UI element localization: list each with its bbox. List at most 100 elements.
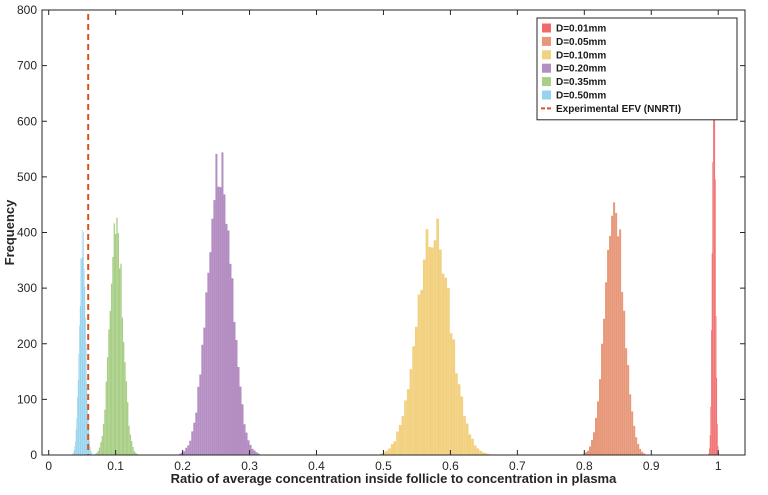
x-tick-label: 0.5 (375, 459, 392, 473)
histogram-bar (398, 424, 402, 455)
histogram-bar (86, 383, 88, 455)
series-D=0.35mm (94, 217, 138, 455)
histogram-bar (91, 453, 93, 455)
histogram-bar (83, 232, 84, 455)
legend-item: D=0.01mm (542, 23, 606, 35)
histogram-bar (219, 187, 222, 456)
histogram-bar (87, 405, 88, 455)
histogram-bar (77, 397, 78, 455)
y-tick-label: 800 (17, 3, 37, 17)
histogram-bar (89, 440, 90, 455)
histogram-bar (217, 186, 220, 456)
histogram-bar (476, 448, 480, 455)
histogram-bar (85, 317, 86, 455)
histogram-bar (639, 448, 642, 455)
x-tick-label: 0.4 (308, 459, 325, 473)
histogram-bar (481, 452, 485, 455)
histogram-bar (425, 229, 429, 455)
histogram-bar (100, 442, 102, 455)
legend-swatch (542, 36, 551, 46)
histogram-bar (88, 430, 90, 455)
legend-swatch (542, 50, 551, 60)
histogram-bar (223, 194, 226, 455)
histogram-bar (249, 444, 252, 455)
histogram-bar (89, 446, 91, 455)
histogram-bar (255, 452, 258, 455)
histogram-bar (428, 246, 431, 455)
histogram-bar (187, 445, 190, 455)
histogram-bar (589, 446, 592, 455)
histogram-bar (109, 310, 111, 455)
histogram-bar (215, 153, 218, 455)
histogram-bar (713, 58, 714, 455)
histogram-bar (619, 229, 622, 455)
histogram-bar (617, 236, 620, 455)
histogram-bar (113, 223, 115, 455)
x-tick-label: 0.9 (643, 459, 660, 473)
histogram-bar (460, 396, 464, 455)
histogram-bar (195, 412, 198, 455)
histogram-bar (717, 424, 718, 455)
legend-box (536, 17, 738, 121)
histogram-bar (422, 259, 426, 455)
histogram-bar (83, 268, 85, 455)
histogram-bar (613, 202, 616, 455)
histogram-bar (591, 440, 594, 455)
y-tick-label: 0 (30, 448, 37, 462)
histogram-bar (245, 432, 248, 455)
histogram-bar (76, 417, 78, 455)
x-tick-label: 1 (715, 459, 722, 473)
legend-swatch (542, 23, 551, 33)
histogram-bar (452, 339, 456, 455)
series-D=0.05mm (582, 202, 646, 455)
histogram-bar (436, 218, 440, 455)
legend-item: D=0.35mm (542, 77, 606, 88)
histogram-bar (96, 452, 98, 455)
y-tick-label: 400 (17, 226, 37, 240)
histogram-bar (635, 437, 638, 455)
y-tick-label: 300 (17, 281, 37, 295)
y-axis-title: Frequency (2, 199, 17, 266)
histogram-bar (104, 409, 106, 455)
histogram-bar (253, 450, 256, 455)
legend-label: D=0.35mm (556, 77, 606, 88)
histogram-bar (189, 440, 192, 455)
histogram-bar (124, 362, 126, 455)
histogram-bar (199, 374, 202, 455)
histogram-bar (641, 451, 644, 455)
histogram-bar (98, 447, 101, 455)
histogram-bar (709, 435, 711, 455)
histogram-bar (117, 232, 119, 455)
histogram-bar (197, 386, 200, 455)
histogram-bar (417, 294, 421, 455)
histogram-bar (409, 369, 413, 455)
histogram-bar (633, 425, 636, 455)
histogram-bar (473, 445, 477, 455)
x-tick-label: 0.6 (442, 459, 459, 473)
histogram-bar (227, 230, 230, 455)
histogram-bar (601, 343, 604, 455)
histogram-bar (84, 286, 86, 455)
histogram-bar (191, 431, 194, 455)
histogram-bar (231, 278, 234, 455)
histogram-bar (605, 282, 608, 455)
histogram-bar (487, 453, 490, 455)
histogram-bar (75, 429, 77, 455)
histogram-bar (73, 450, 75, 455)
histogram-bar (241, 404, 244, 455)
legend-item: D=0.20mm (542, 64, 606, 75)
histogram-bar (414, 326, 418, 455)
histogram-bar (713, 52, 715, 455)
histogram-bar (586, 450, 590, 455)
histogram-bar (714, 74, 716, 455)
histogram-bar (73, 452, 74, 455)
histogram-bar (257, 453, 260, 455)
histogram-bar (91, 452, 92, 455)
histogram-bar (136, 453, 138, 455)
histogram-bar (81, 229, 83, 455)
histogram-bar (201, 344, 204, 455)
histogram-bar (615, 212, 618, 455)
histogram-bar (715, 316, 717, 455)
histogram-bar (611, 215, 614, 455)
